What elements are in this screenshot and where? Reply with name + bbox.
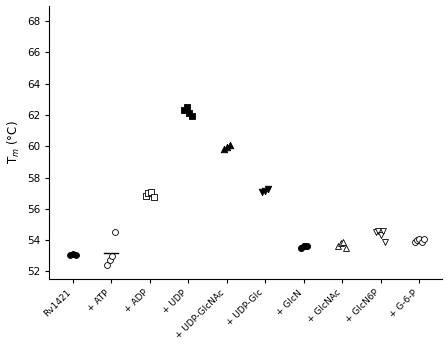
Point	[147, 190, 155, 195]
Point	[226, 143, 233, 148]
Point	[379, 228, 387, 234]
Point	[186, 111, 193, 116]
Point	[373, 229, 380, 235]
Point	[411, 240, 418, 245]
Point	[69, 252, 76, 257]
Point	[72, 252, 79, 258]
Point	[343, 245, 350, 251]
Point	[142, 193, 149, 198]
Point	[103, 262, 111, 268]
Point	[66, 252, 73, 258]
Point	[189, 113, 196, 119]
Point	[382, 240, 389, 245]
Point	[112, 229, 119, 235]
Point	[335, 244, 342, 249]
Point	[145, 190, 152, 196]
Point	[183, 104, 190, 110]
Point	[106, 257, 113, 262]
Point	[297, 245, 304, 251]
Point	[300, 243, 307, 248]
Point	[340, 240, 347, 245]
Point	[262, 188, 269, 194]
Point	[420, 237, 427, 242]
Point	[181, 107, 188, 112]
Point	[416, 236, 423, 241]
Point	[303, 244, 310, 249]
Point	[337, 240, 345, 246]
Point	[265, 186, 272, 192]
Point	[150, 194, 157, 200]
Point	[220, 147, 227, 152]
Point	[418, 239, 425, 244]
Point	[223, 144, 230, 150]
Point	[258, 190, 266, 195]
Point	[109, 253, 116, 258]
Point	[375, 229, 382, 234]
Y-axis label: T$_m$ (°C): T$_m$ (°C)	[5, 120, 22, 164]
Point	[377, 233, 384, 238]
Point	[414, 237, 421, 243]
